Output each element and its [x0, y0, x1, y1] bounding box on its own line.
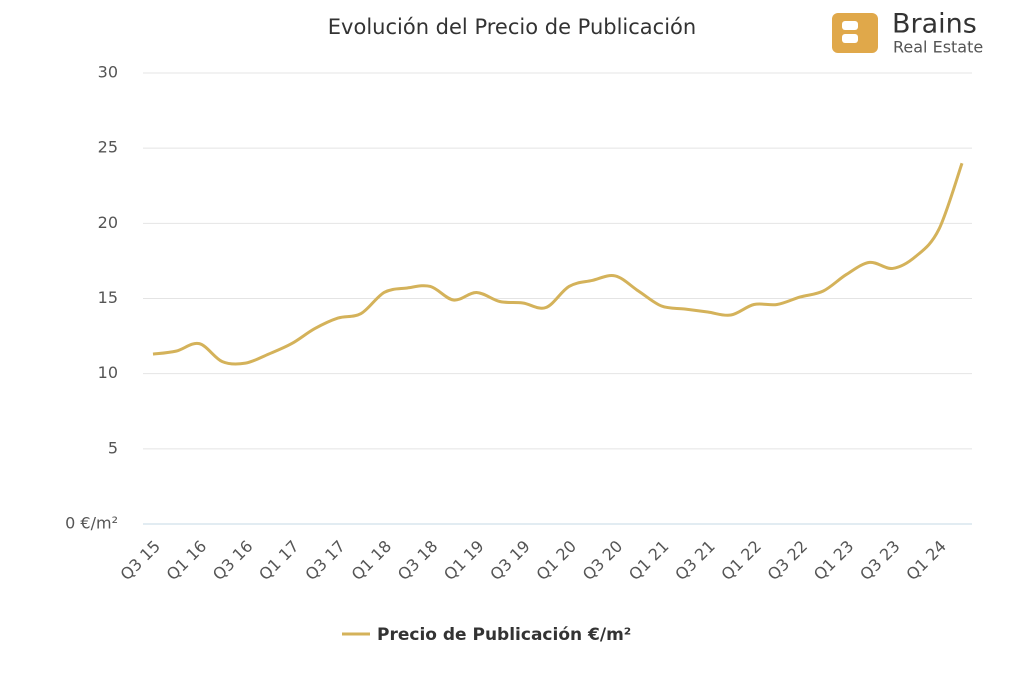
x-tick-label: Q1 20: [533, 537, 581, 585]
x-tick-label: Q3 22: [764, 537, 812, 585]
x-tick-label: Q1 22: [717, 537, 765, 585]
x-tick-label: Q3 20: [579, 537, 627, 585]
logo-icon-bubble: [842, 21, 858, 30]
y-tick-label: 0 €/m²: [65, 514, 118, 533]
x-tick-label: Q1 19: [440, 537, 488, 585]
series-line: [152, 162, 964, 366]
logo-tagline: Real Estate: [893, 38, 983, 57]
x-tick-label: Q1 23: [810, 537, 858, 585]
x-tick-label: Q3 21: [671, 537, 719, 585]
y-tick-label: 20: [98, 213, 118, 232]
logo-icon-bubble: [842, 34, 858, 43]
logo-icon: [832, 13, 878, 53]
x-tick-label: Q3 18: [394, 537, 442, 585]
chart-title: Evolución del Precio de Publicación: [328, 15, 696, 39]
y-tick-label: 10: [98, 363, 118, 382]
logo-name: Brains: [892, 9, 977, 40]
y-tick-label: 25: [98, 138, 118, 157]
x-tick-label: Q3 17: [301, 537, 349, 585]
y-tick-label: 30: [98, 63, 118, 82]
x-tick-label: Q3 15: [116, 537, 164, 585]
legend-label: Precio de Publicación €/m²: [377, 625, 631, 645]
x-tick-label: Q3 16: [209, 537, 257, 585]
x-tick-label: Q1 24: [902, 537, 950, 585]
y-tick-label: 5: [108, 438, 118, 457]
y-tick-label: 15: [98, 288, 118, 307]
x-tick-label: Q3 19: [486, 537, 534, 585]
logo: Brains Real Estate: [832, 9, 983, 57]
x-tick-label: Q1 21: [625, 537, 673, 585]
x-tick-label: Q1 16: [163, 537, 211, 585]
x-tick-label: Q1 17: [255, 537, 303, 585]
x-tick-label: Q3 23: [856, 537, 904, 585]
x-tick-label: Q1 18: [348, 537, 396, 585]
